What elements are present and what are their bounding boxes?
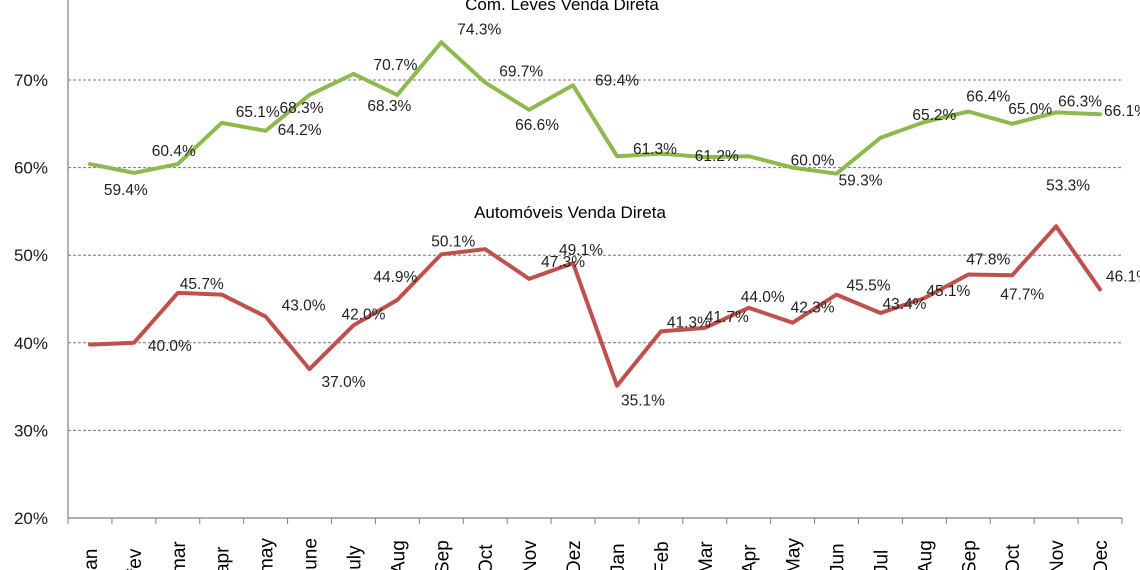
data-label: 50.1%	[431, 233, 475, 250]
data-label: 49.1%	[559, 242, 603, 259]
data-label: 40.0%	[148, 338, 192, 355]
series-title-com-leves: Com. Leves Venda Direta	[465, 0, 659, 14]
data-label: 43.0%	[282, 298, 326, 315]
data-label: 37.0%	[322, 374, 366, 391]
data-label: 74.3%	[457, 21, 501, 38]
x-tick-label: Jul	[871, 550, 892, 570]
x-tick-label: jan	[81, 549, 102, 570]
data-label: 47.3%	[541, 254, 585, 271]
data-label: 69.7%	[499, 64, 543, 81]
x-tick-label: Sep	[432, 540, 453, 570]
x-tick-label: Apr	[740, 544, 761, 570]
x-tick-label: Aug	[388, 540, 409, 570]
data-label: 59.4%	[104, 182, 148, 199]
data-label: 65.0%	[1008, 101, 1052, 118]
y-tick-label: 30%	[14, 421, 48, 440]
data-label: 60.4%	[152, 143, 196, 160]
data-label: 44.0%	[741, 289, 785, 306]
y-tick-label: 40%	[14, 334, 48, 353]
y-tick-label: 70%	[14, 71, 48, 90]
series-title-automoveis: Automóveis Venda Direta	[474, 203, 666, 222]
data-label: 69.4%	[595, 72, 639, 89]
data-label: 45.5%	[847, 278, 891, 295]
x-tick-label: Feb	[652, 541, 673, 570]
x-tick-label: Mar	[696, 541, 717, 570]
data-label: 68.3%	[280, 100, 324, 117]
data-label: 66.4%	[966, 89, 1010, 106]
data-labels: 59.4% 60.4% 65.1%64.2% 68.3% 70.7% 68.3% 74.3%…	[104, 21, 1140, 409]
x-tick-label: mar	[169, 541, 190, 570]
x-tick-label: june	[301, 538, 322, 570]
x-tick-label: Dec	[1091, 540, 1112, 570]
x-tick-label: May	[784, 538, 805, 570]
x-tick-label: apr	[213, 546, 234, 570]
x-tick-label: Aug	[915, 540, 936, 570]
x-tick-label: Jan	[608, 543, 629, 570]
data-label: 64.2%	[278, 122, 322, 139]
data-label: 68.3%	[367, 98, 411, 115]
x-tick-label: Nov	[520, 540, 541, 570]
data-label: 41.7%	[705, 309, 749, 326]
data-label: 70.7%	[373, 57, 417, 74]
data-label: 42.0%	[341, 306, 385, 323]
data-label: 46.1%	[1106, 268, 1140, 285]
series-line-1	[88, 224, 1102, 388]
x-tick-label: Jun	[828, 543, 849, 570]
x-tick-label: Oct	[1003, 544, 1024, 570]
x-tick-label: may	[257, 538, 278, 570]
series-line-0	[88, 40, 1102, 176]
data-label: 47.7%	[1000, 286, 1044, 303]
data-label: 41.3%	[667, 314, 711, 331]
data-label: 61.3%	[633, 141, 677, 158]
data-label: 65.2%	[912, 107, 956, 124]
data-label: 45.7%	[180, 276, 224, 293]
x-tick-label: Oct	[476, 544, 497, 570]
y-tick-label: 50%	[14, 246, 48, 265]
data-label: 45.1%	[926, 283, 970, 300]
data-label: 43.4%	[882, 296, 926, 313]
data-label: 35.1%	[621, 393, 665, 410]
data-label: 44.9%	[373, 269, 417, 286]
y-tick-label: 20%	[14, 509, 48, 528]
x-tick-label: Dez	[564, 540, 585, 570]
data-label: 53.3%	[1046, 177, 1090, 194]
data-label: 42.3%	[791, 300, 835, 317]
gridlines	[68, 79, 1122, 431]
data-label: 60.0%	[791, 153, 835, 170]
data-label: 61.2%	[695, 148, 739, 165]
data-label: 66.1%	[1104, 103, 1140, 120]
data-label: 59.3%	[839, 173, 883, 190]
data-label: 47.8%	[966, 251, 1010, 268]
x-tick-label: Nov	[1047, 540, 1068, 570]
x-tick-label: Sep	[959, 540, 980, 570]
data-label: 66.6%	[515, 117, 559, 134]
data-label: 66.3%	[1058, 93, 1102, 110]
axes: 20% 30% 40% 50% 60% 70% jan fev mar apr may june jul…	[14, 0, 1123, 570]
data-label: 65.1%	[236, 104, 280, 121]
x-tick-label: july	[344, 545, 365, 570]
x-tick-label: fev	[125, 548, 146, 570]
y-tick-label: 60%	[14, 159, 48, 178]
series-lines	[88, 40, 1102, 388]
